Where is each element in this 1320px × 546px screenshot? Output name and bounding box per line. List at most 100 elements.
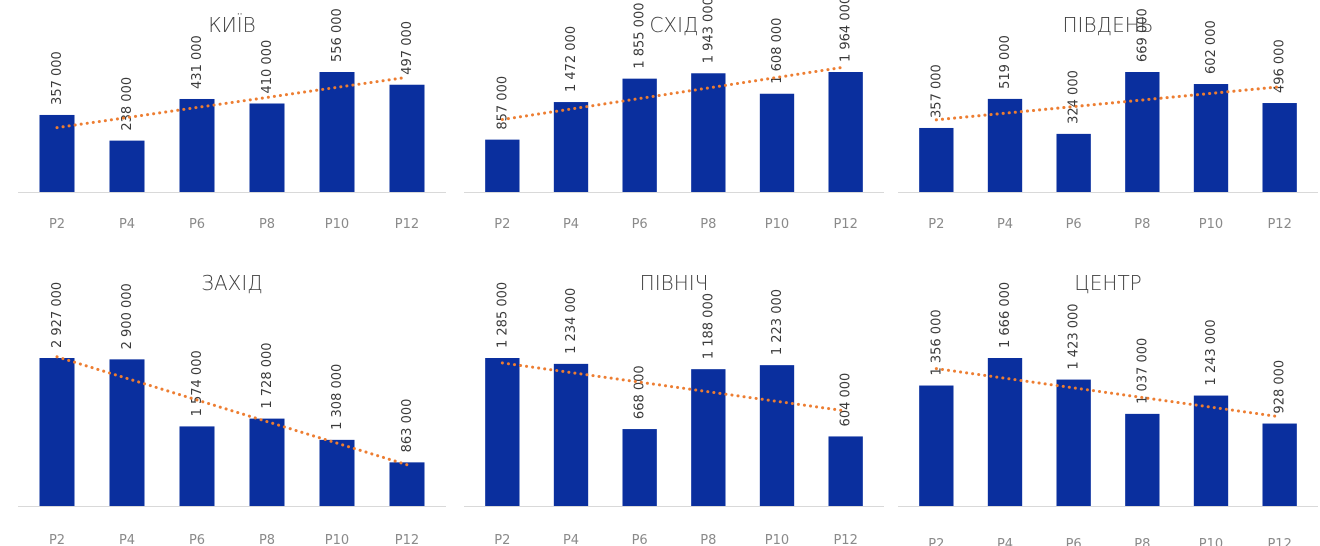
- category-label: P4: [563, 533, 579, 546]
- value-label: 1 423 000: [1067, 303, 1082, 369]
- bar: [1262, 103, 1297, 192]
- value-label: 357 000: [929, 64, 944, 118]
- category-label: P12: [1267, 217, 1291, 232]
- value-label: 1 666 000: [998, 282, 1013, 348]
- bar: [553, 102, 589, 192]
- bar: [39, 358, 75, 506]
- category-label: P12: [833, 217, 857, 232]
- bar: [389, 462, 425, 506]
- bar: [987, 98, 1023, 192]
- category-label: P4: [119, 533, 135, 546]
- bar: [1125, 413, 1160, 506]
- chart-5: ПІВНІЧ P2 1 285 000 P4 1 234 000 P6 668 000 P8 1…: [464, 271, 884, 546]
- bar: [485, 358, 520, 506]
- value-label: 1 243 000: [1204, 319, 1219, 385]
- value-label: 519 000: [998, 35, 1013, 89]
- category-label: P8: [1134, 217, 1150, 232]
- chart-1: КИЇВ P2 357 000 P4 238 000 P6 431 000 P8 410 000…: [18, 8, 446, 232]
- bar: [249, 103, 285, 192]
- category-label: P8: [700, 217, 716, 232]
- category-label: P2: [928, 537, 944, 546]
- value-label: 602 000: [1204, 20, 1219, 74]
- value-label: 1 188 000: [701, 293, 716, 359]
- chart-title: ЗАХІД: [201, 271, 263, 295]
- category-label: P4: [563, 217, 579, 232]
- value-label: 410 000: [260, 40, 275, 94]
- category-label: P8: [700, 533, 716, 546]
- category-label: P10: [1199, 217, 1223, 232]
- value-label: 2 927 000: [50, 282, 65, 348]
- bar: [553, 363, 589, 506]
- category-label: P6: [632, 533, 648, 546]
- chart-title: ЦЕНТР: [1074, 271, 1141, 295]
- value-label: 857 000: [495, 76, 510, 130]
- value-label: 604 000: [839, 373, 854, 427]
- category-label: P2: [49, 217, 65, 232]
- bar: [179, 426, 215, 506]
- bar: [319, 72, 355, 192]
- category-label: P8: [1134, 537, 1150, 546]
- category-label: P2: [928, 217, 944, 232]
- bar: [109, 140, 145, 192]
- value-label: 1 356 000: [929, 309, 944, 375]
- chart-4: ЗАХІД P2 2 927 000 P4 2 900 000 P6 1 574 000 P8…: [18, 271, 446, 546]
- bar: [389, 84, 425, 192]
- bar: [1193, 84, 1229, 192]
- value-label: 1 285 000: [495, 282, 510, 348]
- category-label: P12: [395, 217, 419, 232]
- category-label: P12: [833, 533, 857, 546]
- bar: [987, 358, 1023, 506]
- value-label: 1 234 000: [564, 288, 579, 354]
- category-label: P6: [1066, 537, 1082, 546]
- value-label: 1 472 000: [564, 26, 579, 92]
- value-label: 863 000: [400, 399, 415, 453]
- bar: [828, 72, 863, 192]
- value-label: 238 000: [120, 77, 135, 131]
- bar: [1056, 379, 1091, 506]
- chart-title: ПІВДЕНЬ: [1063, 13, 1154, 37]
- category-label: P12: [395, 533, 419, 546]
- value-label: 668 000: [633, 365, 648, 419]
- category-label: P4: [997, 537, 1013, 546]
- category-label: P12: [1267, 537, 1291, 546]
- value-label: 496 000: [1273, 39, 1288, 93]
- bar: [109, 359, 145, 506]
- bar: [319, 439, 355, 506]
- category-label: P10: [325, 533, 349, 546]
- bar: [919, 385, 954, 506]
- value-label: 1 223 000: [770, 289, 785, 355]
- value-label: 669 000: [1135, 8, 1150, 62]
- value-label: 1 037 000: [1135, 338, 1150, 404]
- category-label: P10: [765, 533, 789, 546]
- category-label: P2: [494, 533, 510, 546]
- category-label: P2: [494, 217, 510, 232]
- bar: [1193, 395, 1229, 506]
- chart-title: ПІВНІЧ: [640, 271, 709, 295]
- category-label: P10: [1199, 537, 1223, 546]
- trendline: [934, 85, 1282, 122]
- category-label: P2: [49, 533, 65, 546]
- bar: [759, 365, 795, 506]
- category-label: P4: [997, 217, 1013, 232]
- chart-title: КИЇВ: [208, 13, 256, 37]
- bar: [622, 78, 657, 192]
- category-label: P8: [259, 217, 275, 232]
- chart-6: ЦЕНТР P2 1 356 000 P4 1 666 000 P6 1 423 000 P8…: [898, 271, 1318, 546]
- bar: [1262, 423, 1297, 506]
- value-label: 1 964 000: [839, 0, 854, 62]
- bar: [1125, 72, 1160, 192]
- value-label: 556 000: [330, 8, 345, 62]
- chart-2: СХІД P2 857 000 P4 1 472 000 P6 1 855 000 P8 1 9…: [464, 0, 884, 232]
- bar: [249, 418, 285, 506]
- value-label: 324 000: [1067, 70, 1082, 124]
- trendline: [55, 75, 409, 130]
- category-label: P6: [189, 217, 205, 232]
- bar: [1056, 133, 1091, 192]
- value-label: 2 900 000: [120, 283, 135, 349]
- value-label: 928 000: [1273, 360, 1288, 414]
- value-label: 497 000: [400, 21, 415, 75]
- bar: [919, 127, 954, 192]
- value-label: 1 574 000: [190, 350, 205, 416]
- bar: [759, 93, 795, 192]
